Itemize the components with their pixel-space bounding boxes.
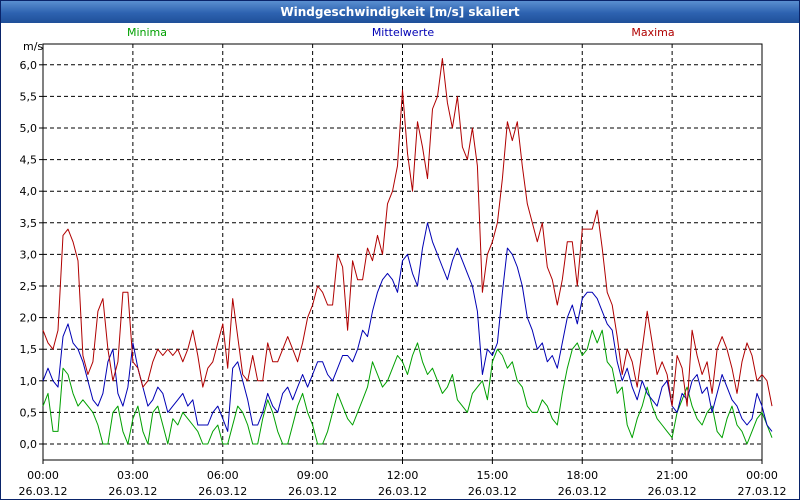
y-tick-label: 6,0 bbox=[20, 59, 38, 72]
y-tick-label: 4,5 bbox=[20, 154, 38, 167]
x-tick-date: 26.03.12 bbox=[198, 485, 247, 498]
x-tick-date: 26.03.12 bbox=[108, 485, 157, 498]
series-line-minima bbox=[42, 329, 773, 445]
x-tick-time: 12:00 bbox=[387, 469, 419, 482]
y-tick-label: 0,5 bbox=[20, 406, 38, 419]
x-tick-time: 00:00 bbox=[27, 469, 59, 482]
x-tick-time: 03:00 bbox=[117, 469, 149, 482]
x-tick-date: 27.03.12 bbox=[738, 485, 787, 498]
y-tick-label: 5,0 bbox=[20, 122, 38, 135]
y-tick-label: 1,0 bbox=[20, 375, 38, 388]
y-tick-label: 5,5 bbox=[20, 90, 38, 103]
x-axis-ticks: 00:00 26.03.12 03:00 26.03.12 06:00 26.03.12 0… bbox=[19, 460, 787, 498]
x-tick-date: 26.03.12 bbox=[468, 485, 517, 498]
x-tick-time: 00:00 bbox=[746, 469, 778, 482]
y-tick-label: 3,0 bbox=[20, 248, 38, 261]
y-tick-label: 3,5 bbox=[20, 217, 38, 230]
series-line-maxima bbox=[42, 58, 773, 407]
x-tick-date: 26.03.12 bbox=[378, 485, 427, 498]
x-tick-date: 26.03.12 bbox=[19, 485, 68, 498]
y-tick-label: 4,0 bbox=[20, 185, 38, 198]
legend-minima: Minima bbox=[127, 26, 167, 39]
legend-maxima: Maxima bbox=[631, 26, 674, 39]
x-tick-time: 09:00 bbox=[297, 469, 329, 482]
y-tick-label: 2,0 bbox=[20, 312, 38, 325]
x-tick-time: 15:00 bbox=[477, 469, 509, 482]
wind-speed-chart: 0,00,51,01,52,02,53,03,54,04,55,05,56,0 … bbox=[19, 26, 787, 498]
legend-mittelwerte: Mittelwerte bbox=[372, 26, 435, 39]
y-axis-label: m/s bbox=[23, 40, 43, 53]
x-tick-date: 26.03.12 bbox=[558, 485, 607, 498]
x-tick-time: 18:00 bbox=[566, 469, 598, 482]
x-tick-date: 26.03.12 bbox=[648, 485, 697, 498]
x-tick-date: 26.03.12 bbox=[288, 485, 337, 498]
y-tick-label: 0,0 bbox=[20, 438, 38, 451]
y-tick-label: 1,5 bbox=[20, 343, 38, 356]
grid-lines bbox=[43, 44, 762, 460]
window-title: Windgeschwindigkeit [m/s] skaliert bbox=[1, 1, 799, 23]
y-axis-ticks: 0,0 0,5 1,0 1,5 2,0 2,5 3,0 3,5 4,0 4,5 5,0 5,5 6,0 bbox=[20, 59, 43, 451]
series-lines bbox=[42, 58, 773, 445]
x-tick-time: 21:00 bbox=[656, 469, 688, 482]
x-tick-time: 06:00 bbox=[207, 469, 239, 482]
y-tick-label: 2,5 bbox=[20, 280, 38, 293]
series-line-mittelwerte bbox=[42, 222, 773, 432]
